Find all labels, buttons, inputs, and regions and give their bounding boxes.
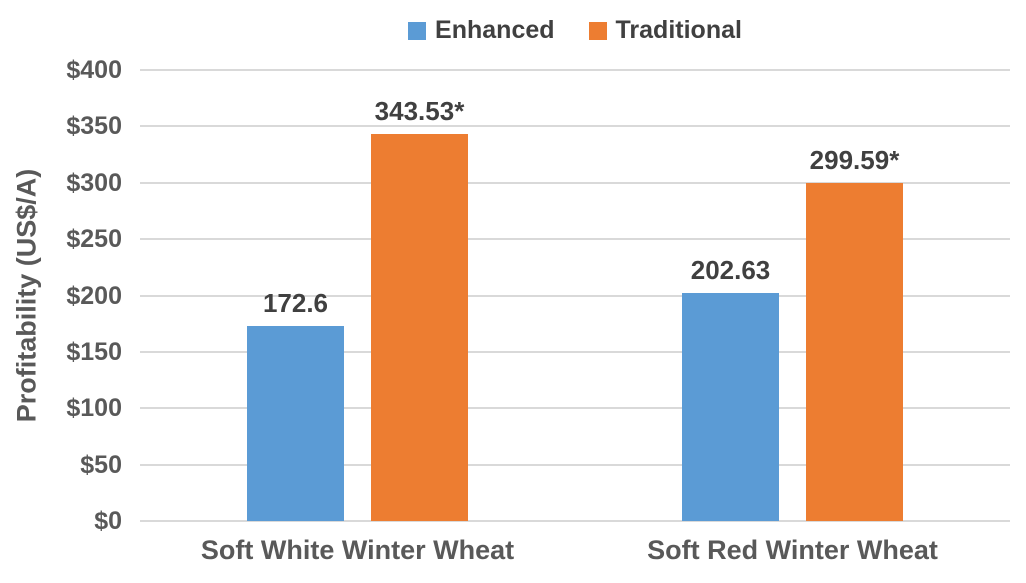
legend-label: Enhanced bbox=[435, 16, 555, 44]
legend-item-traditional: Traditional bbox=[588, 16, 742, 44]
category-label: Soft Red Winter Wheat bbox=[647, 535, 938, 565]
legend-label: Traditional bbox=[615, 16, 742, 44]
y-tick-label: $400 bbox=[66, 56, 122, 84]
gridline bbox=[140, 350, 1010, 353]
y-tick-label: $350 bbox=[66, 112, 122, 141]
bar-enhanced-1 bbox=[247, 326, 344, 521]
y-tick-label: $300 bbox=[66, 168, 122, 197]
legend-swatch-icon bbox=[408, 21, 427, 40]
gridline bbox=[140, 69, 1010, 71]
category-label: Soft White Winter Wheat bbox=[200, 535, 515, 565]
bar-enhanced-2 bbox=[682, 292, 779, 521]
gridline bbox=[140, 181, 1010, 184]
y-tick-label: $0 bbox=[94, 507, 122, 535]
data-label: 172.6 bbox=[262, 288, 329, 319]
data-label: 343.53* bbox=[374, 95, 465, 126]
bar-traditional-1 bbox=[371, 133, 468, 521]
y-tick-label: $100 bbox=[66, 394, 122, 423]
legend: Enhanced Traditional bbox=[140, 18, 1010, 43]
y-tick-label: $150 bbox=[66, 337, 122, 366]
legend-item-enhanced: Enhanced bbox=[408, 16, 555, 44]
y-tick-label: $200 bbox=[66, 281, 122, 310]
data-label: 202.63 bbox=[690, 254, 771, 285]
gridline bbox=[140, 407, 1010, 410]
data-label: 299.59* bbox=[809, 145, 900, 176]
y-tick-label: $250 bbox=[66, 225, 122, 254]
x-axis-line bbox=[140, 520, 1010, 522]
legend-swatch-icon bbox=[588, 21, 607, 40]
plot-area: 172.6 343.53* 202.63 299.59* bbox=[140, 69, 1010, 522]
y-tick-label: $50 bbox=[80, 450, 122, 479]
gridline bbox=[140, 294, 1010, 297]
gridline bbox=[140, 463, 1010, 466]
gridline bbox=[140, 238, 1010, 241]
bar-traditional-2 bbox=[806, 183, 903, 521]
gridline bbox=[140, 125, 1010, 128]
